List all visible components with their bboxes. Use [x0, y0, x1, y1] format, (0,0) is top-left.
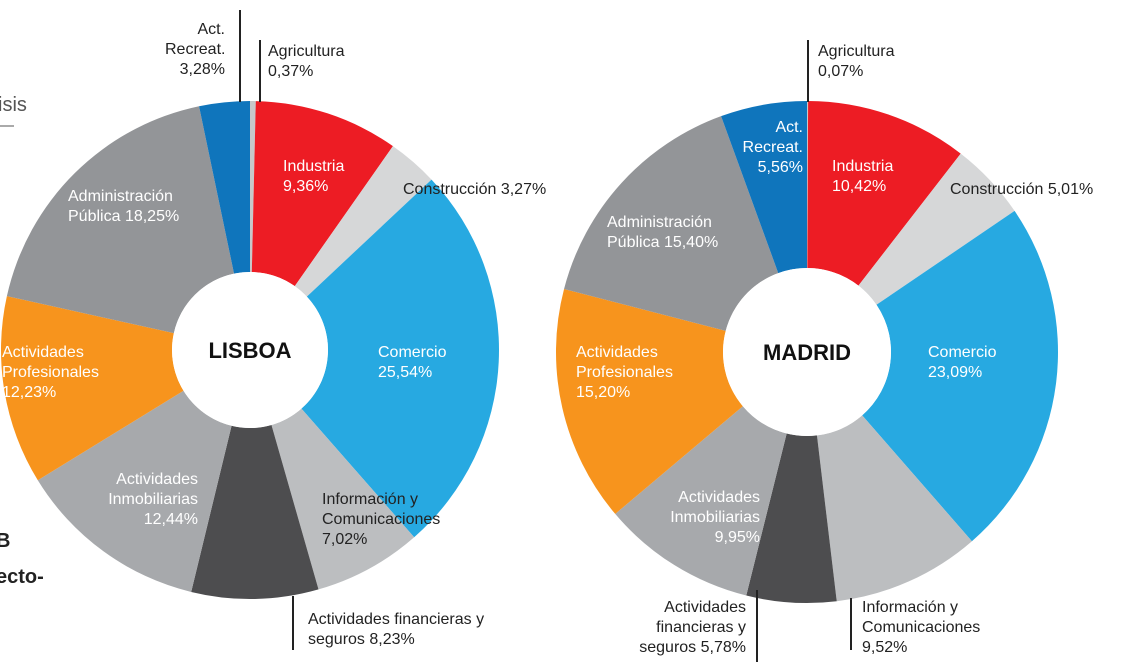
slice-label: Información y Comunicaciones 7,02% [322, 490, 457, 550]
slice-label: Actividades Inmobiliarias 9,95% [650, 488, 760, 548]
category-name: Información y Comunicaciones [322, 491, 441, 528]
value-label: 3,27% [500, 181, 547, 198]
background-text: B [0, 530, 11, 552]
value-label: 15,40% [663, 234, 719, 251]
slice-label: Act. Recreat. 5,56% [741, 118, 803, 178]
value-label: 5,78% [700, 639, 746, 656]
category-name: Actividades Profesionales [576, 344, 673, 381]
slice-label: Construcción 5,01% [950, 180, 1132, 200]
value-label: 12,23% [2, 384, 57, 401]
value-label: 9,95% [714, 529, 760, 546]
pie-slice [615, 406, 787, 596]
pie-slice [862, 210, 1058, 542]
value-label: 7,02% [322, 531, 368, 548]
pie-slice [721, 101, 807, 274]
chart-title: LISBOA [208, 338, 291, 363]
value-label: 8,23% [369, 631, 415, 648]
category-name: Administración Pública [68, 188, 173, 225]
pie-slice [271, 408, 415, 590]
pie-slice [564, 116, 779, 331]
category-name: Administración Pública [607, 214, 712, 251]
pie-slice [191, 424, 319, 599]
pie-slice [807, 101, 961, 286]
value-label: 5,01% [1047, 181, 1094, 198]
category-name: Act. Recreat. [165, 21, 226, 58]
category-name: Actividades Inmobiliarias [670, 489, 760, 526]
value-label: 15,20% [576, 384, 631, 401]
slice-label: Comercio 23,09% [928, 343, 1018, 383]
pie-slice [556, 288, 743, 514]
slice-label: Construcción 3,27% [403, 180, 603, 200]
category-name: Act. Recreat. [742, 119, 803, 156]
slice-label: Agricultura 0,37% [268, 42, 368, 82]
slice-label: Actividades financieras y seguros 5,78% [621, 598, 746, 658]
category-name: Actividades financieras y seguros [639, 599, 746, 656]
category-name: Comercio [378, 344, 447, 361]
slice-label: Administración Pública 18,25% [68, 187, 208, 227]
value-label: 25,54% [378, 364, 433, 381]
category-name: Información y Comunicaciones [862, 599, 981, 636]
slice-label: Actividades financieras y seguros 8,23% [308, 610, 508, 650]
category-name: Comercio [928, 344, 997, 361]
value-label: 3,28% [179, 61, 225, 78]
slice-label: Administración Pública 15,40% [607, 213, 747, 253]
slice-label: Agricultura 0,07% [818, 42, 918, 82]
pie-slice [37, 390, 232, 592]
pie-slice [6, 106, 235, 334]
category-name: Industria [832, 158, 894, 175]
value-label: 9,52% [862, 639, 908, 656]
pie-slice [251, 101, 393, 287]
pie-slice [301, 179, 499, 538]
slice-label: Act. Recreat. 3,28% [165, 20, 225, 80]
slice-label: Actividades Inmobiliarias 12,44% [88, 470, 198, 530]
pie-slice [199, 101, 250, 274]
category-name: Industria [283, 158, 345, 175]
category-name: Construcción [403, 181, 497, 198]
slice-label: Actividades Profesionales 12,23% [2, 343, 117, 403]
pie-slice [816, 415, 972, 602]
slice-label: Industria 9,36% [283, 157, 363, 197]
value-label: 0,07% [818, 63, 864, 80]
value-label: 9,36% [283, 178, 329, 195]
value-label: 18,25% [124, 208, 180, 225]
category-name: Actividades Inmobiliarias [108, 471, 198, 508]
category-name: Construcción [950, 181, 1044, 198]
category-name: Actividades Profesionales [2, 344, 99, 381]
pie-slice [858, 153, 1015, 305]
slice-label: Comercio 25,54% [378, 343, 468, 383]
pie-slice [250, 101, 256, 273]
value-label: 0,37% [268, 63, 314, 80]
pie-slice [294, 146, 432, 297]
value-label: 12,44% [143, 511, 198, 528]
value-label: 23,09% [928, 364, 983, 381]
background-text: ecto- [0, 566, 44, 588]
donut-hole [172, 272, 328, 428]
pie-slice [1, 296, 184, 481]
category-name: Agricultura [268, 43, 345, 60]
value-label: 5,56% [757, 159, 803, 176]
category-name: Actividades financieras y seguros [308, 611, 485, 648]
slice-label: Información y Comunicaciones 9,52% [862, 598, 997, 658]
slice-label: Industria 10,42% [832, 157, 912, 197]
value-label: 10,42% [832, 178, 887, 195]
slice-label: Actividades Profesionales 15,20% [576, 343, 691, 403]
pie-slice [746, 433, 837, 603]
category-name: Agricultura [818, 43, 895, 60]
pie-slice [807, 101, 809, 269]
donut-hole [723, 268, 891, 436]
background-text: isis [0, 94, 27, 116]
chart-title: MADRID [763, 340, 851, 365]
